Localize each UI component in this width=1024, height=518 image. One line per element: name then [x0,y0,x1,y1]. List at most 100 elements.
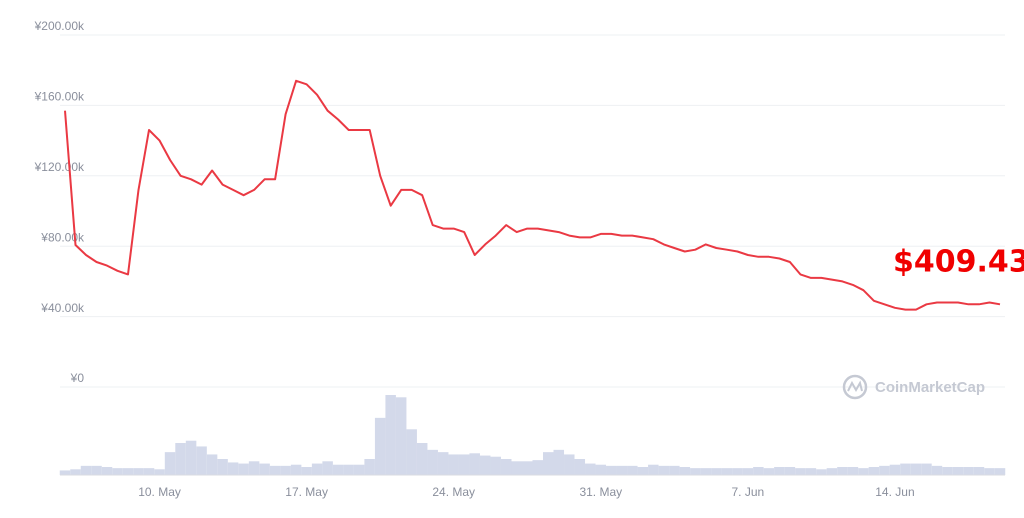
volume-bar [269,465,281,475]
volume-bar [59,470,71,475]
y-tick-label: ¥0 [70,371,85,385]
volume-bar [858,468,869,475]
volume-bar [994,468,1006,475]
volume-bar [185,440,197,475]
volume-bar [196,446,207,475]
volume-bar [921,463,932,475]
volume-bar [753,467,764,475]
x-tick-label: 10. May [138,485,181,499]
volume-bar [553,449,565,475]
volume-bar [437,452,449,475]
volume-bar [290,464,302,475]
volume-bar [427,449,438,475]
volume-bar [595,464,607,475]
y-tick-label: ¥80.00k [40,230,85,244]
volume-bar [700,468,712,475]
volume-bar [521,461,533,475]
volume-bar [479,455,491,475]
volume-bar [175,443,186,475]
volume-bar [606,465,617,475]
volume-bar [374,417,386,475]
volume-bar [511,461,522,475]
volume-bar [648,464,659,475]
volume-bar [963,467,974,475]
volume-bar [311,463,323,475]
volume-bar [469,453,480,475]
volume-bar [984,468,995,475]
volume-bar [80,465,92,475]
volume-bar [332,464,344,475]
volume-bar [690,468,701,475]
volume-bar [742,468,754,475]
volume-bar [910,463,922,475]
volume-bar [805,468,817,475]
y-tick-label: ¥200.00k [34,19,85,33]
volume-bar [763,468,775,475]
volume-bar [112,468,123,475]
volume-bar [837,467,848,475]
volume-bar [227,462,239,475]
volume-bar [774,467,785,475]
volume-bar [889,464,901,475]
volume-bar [564,454,575,475]
volume-bar [458,454,470,475]
volume-bar [721,468,733,475]
watermark: CoinMarketCap [875,379,985,396]
volume-bar [101,467,113,475]
volume-bar [91,465,102,475]
y-tick-label: ¥40.00k [40,301,85,315]
volume-bar [500,459,512,475]
volume-bar [574,459,586,475]
volume-bar [711,468,722,475]
x-tick-label: 7. Jun [732,485,765,499]
x-tick-label: 24. May [432,485,475,499]
volume-bar [448,454,459,475]
y-tick-label: ¥160.00k [34,90,85,104]
volume-bar [122,468,134,475]
volume-bar [343,464,354,475]
x-tick-label: 14. Jun [875,485,914,499]
y-tick-label: ¥120.00k [34,160,85,174]
volume-bar [70,469,81,475]
volume-bar [952,467,964,475]
volume-bar [133,468,144,475]
volume-bar [217,459,228,475]
volume-bar [206,454,218,475]
volume-bar [879,465,890,475]
volume-bar [322,461,333,475]
volume-bar [816,469,827,475]
volume-bar [868,467,880,475]
volume-bar [416,443,428,475]
volume-bar [385,395,396,475]
volume-bar [259,463,270,475]
volume-bar [784,467,796,475]
volume-bar [795,468,806,475]
volume-bar [490,456,501,475]
volume-bar [900,463,911,475]
volume-bar [637,467,649,475]
volume-bar [658,465,670,475]
volume-bar [847,467,859,475]
volume-bar [973,467,985,475]
volume-bar [543,452,554,475]
volume-bar [164,452,176,475]
volume-bar [669,465,680,475]
volume-bar [942,467,953,475]
volume-bar [732,468,743,475]
volume-bar [154,469,165,475]
x-tick-label: 31. May [579,485,622,499]
volume-bar [353,464,365,475]
volume-bar [395,397,407,475]
price-annotation: $409.43 [893,245,1024,280]
volume-bar [627,465,638,475]
watermark-logo [842,374,868,400]
volume-bar [143,468,155,475]
price-line [64,79,1001,311]
volume-bar [238,463,249,475]
volume-bar [364,459,375,475]
volume-bar [532,460,544,475]
volume-bar [248,461,260,475]
volume-bar [931,465,943,475]
